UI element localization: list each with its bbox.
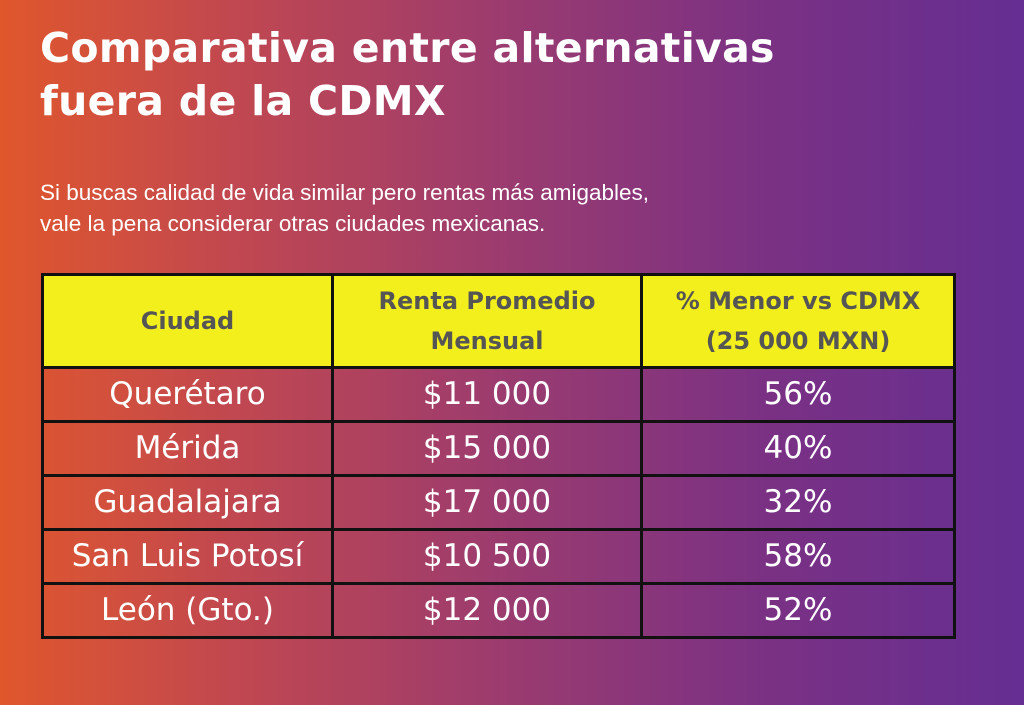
cell-pct: 56% bbox=[640, 366, 956, 423]
cell-pct: 52% bbox=[640, 582, 956, 639]
header-text: Ciudad bbox=[140, 307, 235, 335]
cell-pct: 58% bbox=[640, 528, 956, 585]
table-header-row: Ciudad Renta Promedio Mensual % Menor vs … bbox=[41, 273, 956, 369]
title-line-1: Comparativa entre alternativas bbox=[40, 24, 775, 72]
subtitle-line-2: vale la pena considerar otras ciudades m… bbox=[40, 211, 546, 236]
subtitle-line-1: Si buscas calidad de vida similar pero r… bbox=[40, 180, 650, 205]
table-row: Querétaro $11 000 56% bbox=[41, 366, 956, 423]
cell-rent: $10 500 bbox=[331, 528, 643, 585]
table-row: Mérida $15 000 40% bbox=[41, 420, 956, 477]
header-text: % Menor vs CDMX bbox=[675, 287, 921, 315]
cell-city: Guadalajara bbox=[41, 474, 334, 531]
cell-rent: $11 000 bbox=[331, 366, 643, 423]
page-title: Comparativa entre alternativas fuera de l… bbox=[40, 22, 775, 128]
header-text: (25 000 MXN) bbox=[705, 327, 891, 355]
header-text: Renta Promedio bbox=[378, 287, 596, 315]
cell-city: León (Gto.) bbox=[41, 582, 334, 639]
cell-rent: $17 000 bbox=[331, 474, 643, 531]
title-line-2: fuera de la CDMX bbox=[40, 77, 446, 125]
cell-pct: 40% bbox=[640, 420, 956, 477]
header-ciudad: Ciudad bbox=[41, 273, 334, 369]
table-row: León (Gto.) $12 000 52% bbox=[41, 582, 956, 639]
cell-city: Mérida bbox=[41, 420, 334, 477]
comparison-table: Ciudad Renta Promedio Mensual % Menor vs … bbox=[41, 273, 956, 639]
cell-city: Querétaro bbox=[41, 366, 334, 423]
cell-rent: $12 000 bbox=[331, 582, 643, 639]
subtitle: Si buscas calidad de vida similar pero r… bbox=[40, 177, 649, 239]
header-porcentaje: % Menor vs CDMX (25 000 MXN) bbox=[640, 273, 956, 369]
cell-city: San Luis Potosí bbox=[41, 528, 334, 585]
table-row: Guadalajara $17 000 32% bbox=[41, 474, 956, 531]
cell-rent: $15 000 bbox=[331, 420, 643, 477]
header-renta: Renta Promedio Mensual bbox=[331, 273, 643, 369]
header-text: Mensual bbox=[430, 327, 544, 355]
cell-pct: 32% bbox=[640, 474, 956, 531]
table-row: San Luis Potosí $10 500 58% bbox=[41, 528, 956, 585]
